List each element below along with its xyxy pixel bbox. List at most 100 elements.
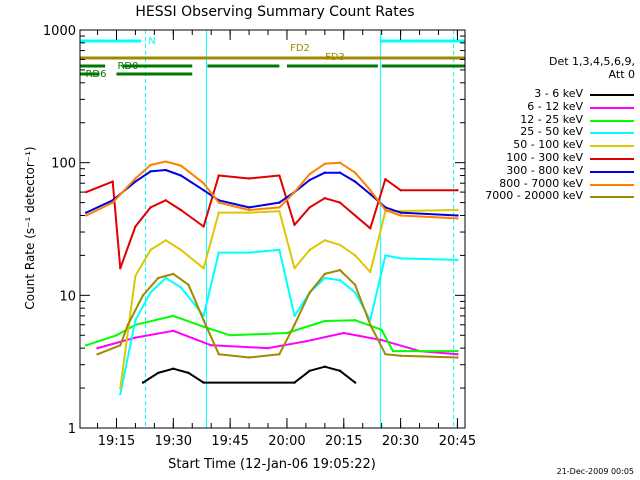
data-point	[141, 381, 145, 384]
data-point	[285, 331, 289, 335]
data-point	[96, 352, 99, 356]
y-axis-label: Count Rate (s⁻¹ detector⁻¹)	[23, 146, 37, 309]
legend-entry: 50 - 100 keV	[470, 138, 635, 152]
series-lines	[84, 160, 459, 396]
data-point	[278, 210, 281, 213]
legend-entry: 800 - 7000 keV	[470, 177, 635, 191]
y-tick-label: 10	[59, 289, 76, 304]
flag-label-rd0: RD0	[117, 61, 138, 72]
data-point	[391, 349, 395, 353]
data-point	[456, 208, 459, 212]
data-point	[456, 352, 459, 356]
data-point	[84, 190, 88, 194]
data-point	[149, 248, 152, 252]
data-point	[266, 346, 270, 350]
data-point	[164, 168, 167, 172]
legend-entry: 25 - 50 keV	[470, 125, 635, 139]
data-point	[172, 272, 175, 276]
data-point	[149, 291, 152, 294]
data-point	[247, 211, 251, 214]
data-point	[353, 291, 357, 294]
data-point	[323, 196, 327, 200]
data-point	[369, 270, 372, 274]
legend-swatch	[590, 106, 634, 109]
data-point	[384, 178, 387, 181]
data-point	[380, 328, 383, 331]
data-point	[202, 325, 205, 328]
axes: 1 10 100 1000 19:15 19:30 19:45 20:00 20:15 20:30…	[43, 24, 476, 449]
data-point	[84, 211, 88, 214]
data-point	[119, 267, 122, 270]
legend-entry: 100 - 300 keV	[470, 151, 635, 165]
data-point	[308, 178, 311, 182]
legend-entry: 7000 - 20000 keV	[470, 189, 635, 203]
data-point	[134, 274, 137, 278]
plot-area	[145, 30, 455, 428]
x-axis-label: Start Time (12-Jan-06 19:05:22)	[168, 457, 376, 472]
legend-entry: 300 - 800 keV	[470, 164, 635, 178]
data-point	[369, 189, 372, 192]
data-point	[149, 206, 152, 209]
data-point	[369, 227, 372, 230]
y-tick-label: 1000	[43, 24, 76, 39]
data-point	[456, 214, 459, 217]
data-point	[323, 319, 327, 323]
data-point	[202, 189, 205, 192]
data-point	[134, 336, 137, 339]
data-point	[338, 243, 342, 247]
data-point	[456, 258, 459, 262]
data-point	[119, 344, 122, 347]
legend-swatch	[590, 196, 634, 199]
data-point	[202, 267, 205, 270]
legend-swatch	[590, 94, 634, 96]
legend-entry-label: 25 - 50 keV	[520, 125, 583, 139]
data-point	[323, 162, 327, 166]
data-point	[217, 201, 220, 204]
data-point	[293, 314, 296, 318]
data-point	[456, 189, 459, 192]
data-point	[134, 225, 137, 228]
data-point	[164, 239, 167, 242]
data-point	[338, 369, 342, 372]
x-tick-label: 20:15	[325, 434, 362, 449]
data-point	[456, 217, 459, 220]
data-point	[369, 323, 372, 326]
y-tick-label: 1	[68, 422, 76, 437]
data-point	[308, 291, 311, 294]
data-point	[323, 276, 327, 280]
data-point	[179, 208, 183, 212]
data-point	[278, 206, 281, 209]
series-line	[119, 248, 458, 395]
data-point	[119, 392, 122, 396]
data-point	[353, 381, 357, 384]
data-point	[202, 381, 205, 384]
legend-swatch	[590, 145, 634, 148]
data-point	[134, 318, 137, 322]
data-point	[293, 323, 296, 326]
data-point	[278, 201, 281, 204]
data-point	[172, 329, 175, 333]
data-point	[308, 369, 311, 372]
data-point	[247, 177, 251, 180]
data-point	[202, 318, 205, 322]
data-point	[338, 279, 342, 282]
data-point	[323, 239, 327, 242]
data-point	[380, 338, 383, 342]
flag-bars: N FD2 FD3 RD0 RD6	[80, 36, 465, 80]
data-point	[247, 356, 251, 359]
x-tick-label: 19:30	[155, 434, 192, 449]
data-point	[278, 248, 281, 252]
data-point	[399, 189, 402, 192]
data-point	[338, 171, 342, 174]
legend-header: Det 1,3,4,5,6,9, Att 0	[480, 55, 635, 81]
data-point	[338, 201, 342, 204]
plot-frame	[79, 29, 466, 429]
data-point	[308, 172, 311, 176]
data-point	[353, 180, 357, 183]
legend-entry-label: 50 - 100 keV	[513, 138, 583, 152]
data-point	[111, 201, 114, 204]
data-point	[247, 206, 251, 209]
legend-entry: 12 - 25 keV	[470, 113, 635, 127]
legend-entry-label: 800 - 7000 keV	[499, 176, 583, 190]
